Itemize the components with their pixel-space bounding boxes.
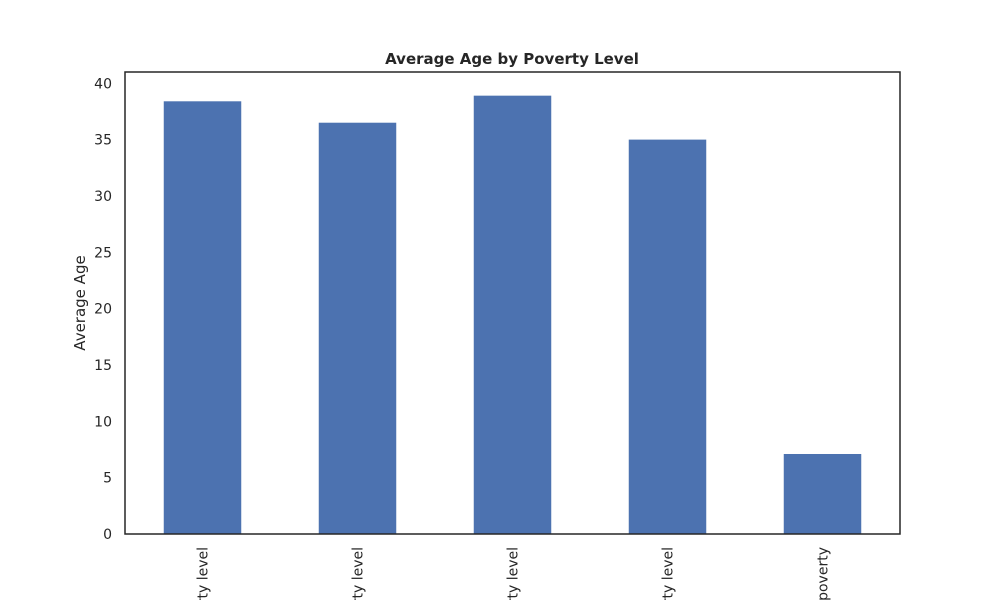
bars — [163, 95, 862, 535]
x-axis-ticks: rty level rty level rty level rty level pove… — [196, 547, 832, 600]
bar — [473, 95, 552, 534]
x-tick-label: rty level — [506, 547, 522, 600]
y-tick-label: 15 — [94, 358, 112, 374]
x-tick-label: rty level — [196, 547, 212, 600]
y-tick-label: 40 — [94, 76, 112, 92]
plot-frame — [124, 71, 901, 535]
y-tick-label: 0 — [103, 527, 112, 543]
bar — [163, 101, 242, 535]
y-tick-label: 35 — [94, 133, 112, 149]
y-tick-label: 5 — [103, 471, 112, 487]
y-tick-label: 20 — [94, 302, 112, 318]
x-tick-label: rty level — [351, 547, 367, 600]
y-tick-label: 30 — [94, 189, 112, 205]
y-tick-label: 25 — [94, 245, 112, 261]
x-tick-label: rty level — [661, 547, 677, 600]
bar — [318, 122, 397, 535]
y-axis-label: Average Age — [71, 255, 89, 350]
y-tick-label: 10 — [94, 414, 112, 430]
chart-title: Average Age by Poverty Level — [385, 50, 639, 68]
y-axis-ticks: 0 5 10 15 20 25 30 35 40 — [94, 76, 112, 543]
bar — [783, 453, 862, 534]
bar — [628, 139, 707, 535]
x-tick-label: poverty — [816, 547, 832, 600]
